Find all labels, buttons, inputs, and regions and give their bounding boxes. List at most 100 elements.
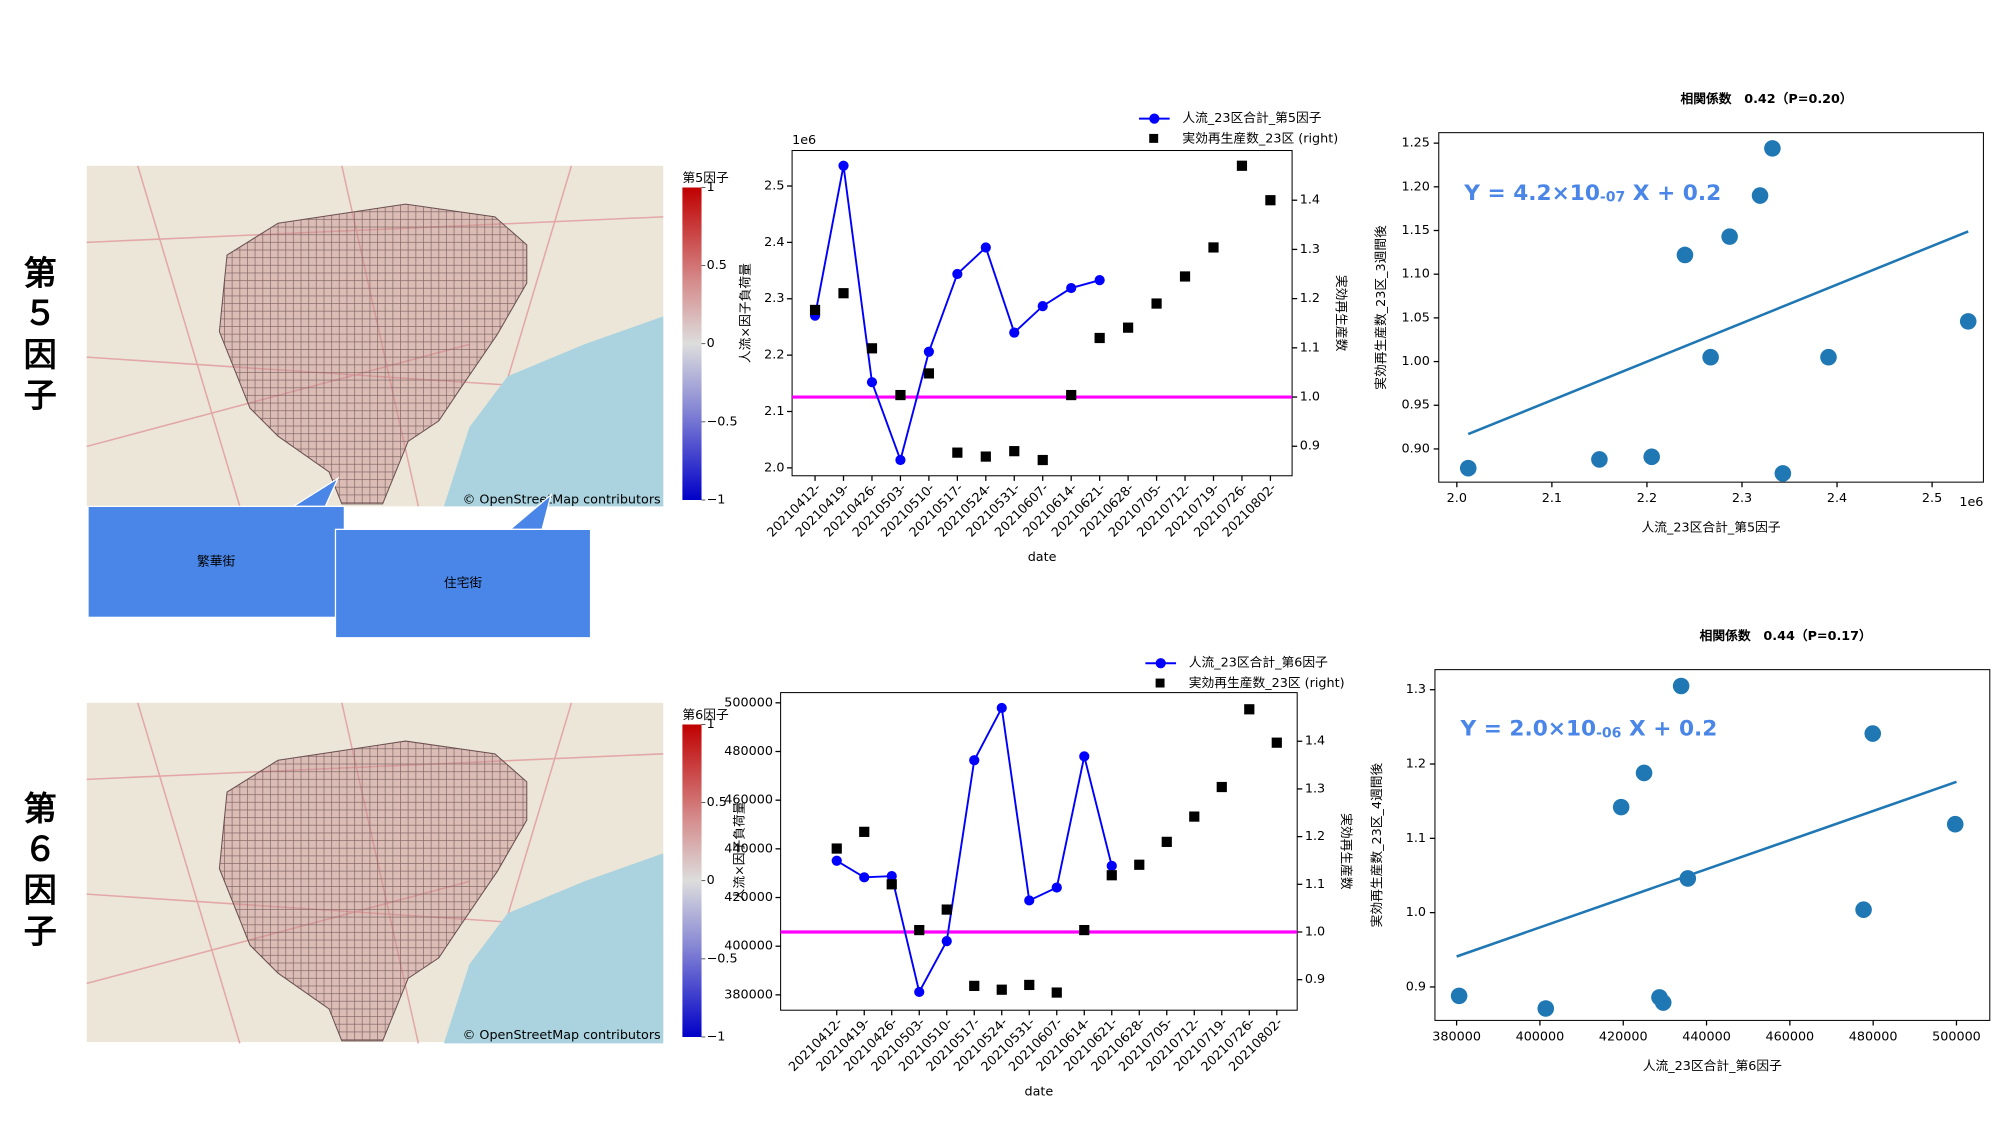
point — [1271, 737, 1282, 748]
point — [980, 451, 991, 462]
point — [969, 980, 980, 991]
point — [952, 268, 963, 280]
point — [1702, 348, 1719, 366]
colorbar-tick-label: −0.5 — [707, 414, 738, 429]
point — [1946, 815, 1964, 833]
point — [914, 986, 925, 998]
y-tick-label: 2.5 — [764, 179, 784, 194]
x-tick-label: 2.2 — [1637, 491, 1657, 506]
x-tick-label: 400000 — [1516, 1029, 1565, 1044]
equation-part: -07 — [1600, 190, 1625, 206]
row-label: 第５因子 — [18, 255, 57, 418]
point — [1094, 275, 1105, 286]
colorbar-title: 第6因子 — [682, 708, 729, 723]
y-tick-label: 1.00 — [1401, 354, 1429, 369]
y-tick-label: 2.4 — [764, 235, 784, 250]
colorbar-tick-label: 1 — [707, 180, 715, 195]
x-tick-label: 500000 — [1932, 1029, 1981, 1044]
y-tick-label: 1.3 — [1406, 682, 1426, 697]
y-tick-label: 380000 — [724, 987, 773, 1002]
y2-tick-label: 1.4 — [1305, 734, 1325, 749]
y-tick-label: 1.20 — [1401, 179, 1429, 194]
map-road — [137, 165, 241, 507]
point — [1134, 859, 1145, 870]
point — [1179, 271, 1191, 282]
y-tick-label: 2.1 — [764, 404, 784, 419]
point — [1009, 327, 1020, 338]
point — [895, 389, 906, 401]
colorbar-tick-label: 0 — [707, 873, 715, 888]
point — [859, 872, 870, 883]
legend-label: 人流_23区合計_第5因子 — [1182, 110, 1321, 126]
point — [1721, 228, 1738, 245]
point — [996, 984, 1007, 995]
colorbar-tick-label: −1 — [707, 493, 726, 508]
point — [886, 871, 897, 882]
map-attribution: © OpenStreetMap contributors — [463, 493, 661, 508]
point — [886, 879, 897, 890]
point — [1537, 1000, 1555, 1017]
point — [1764, 140, 1781, 157]
equation-part: Y = 2.0×10 — [1459, 717, 1596, 742]
x-axis-label: 人流_23区合計_第6因子 — [1643, 1058, 1782, 1074]
colorbar — [682, 187, 702, 500]
y-tick-label: 460000 — [724, 793, 773, 808]
point — [831, 843, 842, 854]
point — [866, 343, 878, 354]
y-tick-label: 2.2 — [764, 348, 784, 363]
colorbar-title: 第5因子 — [682, 171, 729, 186]
x-tick-label: 460000 — [1766, 1029, 1815, 1044]
y-axis-label: 人流×因子負荷量 — [739, 263, 754, 363]
point — [1244, 704, 1255, 715]
plot-frame — [780, 692, 1298, 1011]
point — [1864, 725, 1882, 742]
point — [1051, 882, 1062, 893]
map-grid-area — [218, 740, 528, 1042]
point — [1654, 994, 1672, 1011]
point — [1208, 242, 1219, 253]
y-offset-label: 1e6 — [792, 133, 816, 148]
equation-part: -06 — [1596, 725, 1621, 741]
point — [969, 755, 980, 766]
point — [952, 447, 963, 458]
series-line — [814, 165, 1100, 464]
y2-tick-label: 1.0 — [1305, 924, 1325, 939]
point — [1161, 836, 1172, 847]
point — [1066, 282, 1077, 294]
equation: Y = 4.2×10-07 X + 0.2 — [1463, 181, 1721, 206]
point — [941, 904, 952, 915]
point — [1051, 987, 1062, 998]
y-tick-label: 0.95 — [1401, 398, 1429, 413]
point — [838, 160, 849, 171]
equation-part: X + 0.2 — [1621, 717, 1717, 742]
point — [1643, 448, 1660, 466]
x-axis-label: date — [1025, 1084, 1054, 1099]
plot-frame — [1438, 132, 1984, 483]
y-axis-label: 人流×因子負荷量 — [732, 801, 747, 901]
point — [980, 242, 991, 253]
equation-part: X + 0.2 — [1625, 181, 1721, 206]
point — [1820, 348, 1837, 366]
x-tick-label: 380000 — [1432, 1029, 1481, 1044]
y2-tick-label: 0.9 — [1300, 439, 1320, 454]
map-water — [443, 853, 664, 1044]
point — [1024, 895, 1035, 906]
y-tick-label: 440000 — [724, 841, 773, 856]
y-tick-label: 0.9 — [1406, 979, 1426, 994]
y2-axis-label: 実効再生産数 — [1338, 813, 1354, 890]
trend-line — [1456, 780, 1957, 958]
x-tick-label: 2.4 — [1827, 491, 1847, 506]
colorbar-tick-label: 0.5 — [707, 795, 727, 810]
callout-text: 繁華街 — [197, 553, 235, 569]
y-tick-label: 2.0 — [764, 460, 784, 475]
point — [866, 377, 878, 388]
equation: Y = 2.0×10-06 X + 0.2 — [1459, 717, 1717, 742]
y2-axis-label: 実効再生産数 — [1333, 275, 1349, 352]
y-tick-label: 1.1 — [1406, 831, 1426, 846]
point — [1672, 677, 1690, 695]
x-axis-label: 人流_23区合計_第5因子 — [1642, 520, 1781, 536]
point — [1066, 389, 1077, 401]
point — [1591, 451, 1608, 468]
equation-part: Y = 4.2×10 — [1463, 181, 1600, 206]
y2-tick-label: 1.3 — [1300, 242, 1320, 257]
